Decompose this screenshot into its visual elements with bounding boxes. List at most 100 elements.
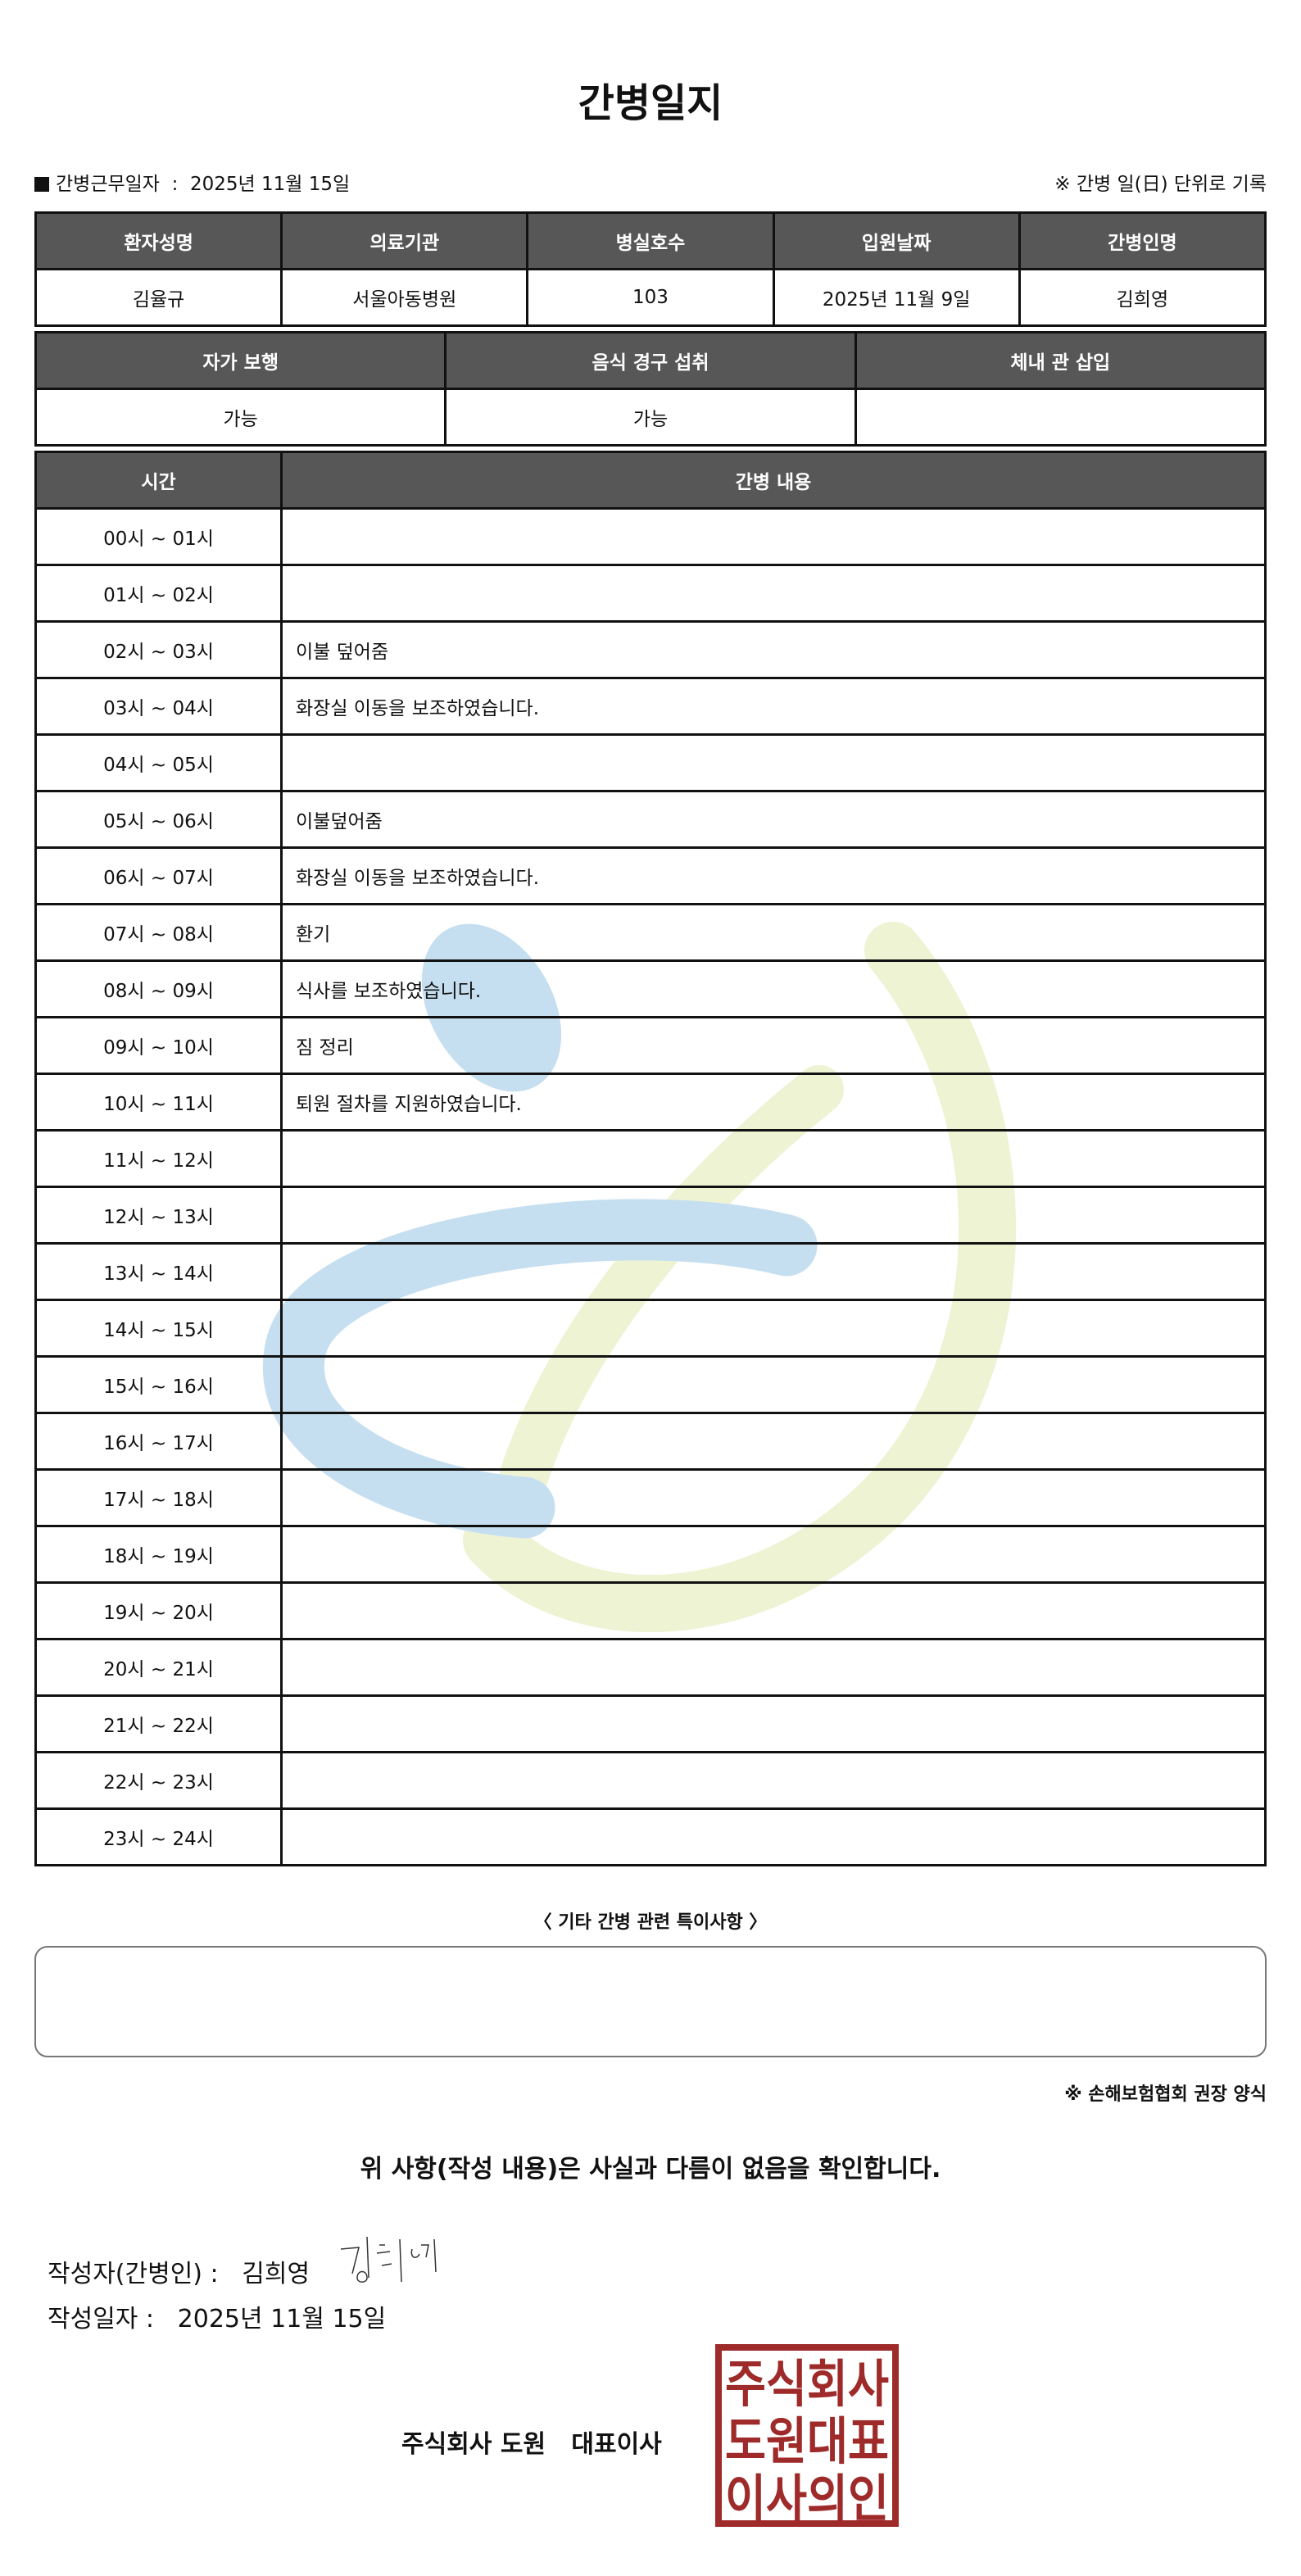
content-cell[interactable]: 환기: [280, 903, 1267, 962]
time-cell: 12시 ~ 13시: [34, 1186, 283, 1245]
time-cell: 22시 ~ 23시: [34, 1751, 283, 1810]
confirm-statement: 위 사항(작성 내용)은 사실과 다름이 없음을 확인합니다.: [360, 2155, 941, 2184]
table-row: 11시 ~ 12시: [34, 1129, 1267, 1188]
content-cell[interactable]: [280, 1186, 1267, 1245]
time-cell: 08시 ~ 09시: [34, 959, 283, 1018]
time-cell: 07시 ~ 08시: [34, 903, 283, 962]
time-cell: 15시 ~ 16시: [34, 1355, 283, 1414]
content-cell[interactable]: [280, 1807, 1267, 1866]
table-row: 12시 ~ 13시: [34, 1186, 1267, 1245]
table-row: 17시 ~ 18시: [34, 1468, 1267, 1527]
author-name: 김희영: [242, 2260, 311, 2288]
content-cell[interactable]: 이불덮어줌: [280, 790, 1267, 849]
table-row: 00시 ~ 01시: [34, 507, 1267, 566]
date-label: 작성일자 :: [48, 2305, 155, 2333]
column-header: 병실호수: [526, 211, 775, 270]
cell-value: 김율규: [34, 268, 283, 327]
content-cell[interactable]: [280, 1299, 1267, 1358]
table-row: 06시 ~ 07시 화장실 이동을 보조하였습니다.: [34, 846, 1267, 905]
time-cell: 00시 ~ 01시: [34, 507, 283, 566]
content-cell[interactable]: 화장실 이동을 보조하였습니다.: [280, 677, 1267, 736]
time-cell: 13시 ~ 14시: [34, 1242, 283, 1301]
cell-value: [854, 388, 1267, 447]
header-content: 간병 내용: [280, 451, 1267, 510]
cell-value: 서울아동병원: [280, 268, 529, 327]
cell-value: 2025년 11월 9일: [772, 268, 1021, 327]
table-row: 18시 ~ 19시: [34, 1525, 1267, 1584]
special-notes-box[interactable]: [34, 1946, 1267, 2057]
content-cell[interactable]: [280, 1355, 1267, 1414]
seal-text: 주식회사: [725, 2354, 889, 2414]
time-cell: 21시 ~ 22시: [34, 1694, 283, 1753]
content-cell[interactable]: [280, 1242, 1267, 1301]
column-header: 체내 관 삽입: [854, 331, 1267, 390]
table-row: 16시 ~ 17시: [34, 1412, 1267, 1471]
time-cell: 14시 ~ 15시: [34, 1299, 283, 1358]
signature: [340, 2236, 437, 2283]
content-cell[interactable]: [280, 733, 1267, 792]
cell-value: 103: [526, 268, 775, 327]
content-cell[interactable]: [280, 1694, 1267, 1753]
author-line: 작성자(간병인) : 김희영: [48, 2233, 474, 2290]
content-cell[interactable]: [280, 1412, 1267, 1471]
content-cell[interactable]: [280, 1638, 1267, 1697]
content-cell[interactable]: 이불 덮어줌: [280, 620, 1267, 679]
time-cell: 03시 ~ 04시: [34, 677, 283, 736]
content-cell[interactable]: [280, 1751, 1267, 1810]
column-header: 음식 경구 섭취: [444, 331, 857, 390]
table-row: 05시 ~ 06시 이불덮어줌: [34, 790, 1267, 849]
time-cell: 01시 ~ 02시: [34, 564, 283, 623]
table-row: 09시 ~ 10시 짐 정리: [34, 1016, 1267, 1075]
column-header: 입원날짜: [772, 211, 1021, 270]
time-cell: 19시 ~ 20시: [34, 1581, 283, 1640]
table-row: 04시 ~ 05시: [34, 733, 1267, 792]
content-cell[interactable]: 화장실 이동을 보조하였습니다.: [280, 846, 1267, 905]
content-cell[interactable]: 퇴원 절차를 지원하였습니다.: [280, 1073, 1267, 1132]
content-cell[interactable]: 식사를 보조하였습니다.: [280, 959, 1267, 1018]
time-cell: 09시 ~ 10시: [34, 1016, 283, 1075]
cell-value: 가능: [444, 388, 857, 447]
column-header: 환자성명: [34, 211, 283, 270]
time-cell: 20시 ~ 21시: [34, 1638, 283, 1697]
content-cell[interactable]: 짐 정리: [280, 1016, 1267, 1075]
patient-table: 환자성명 의료기관 병실호수 입원날짜 간병인명 김율규 서울아동병원 103 2025년 11…: [34, 211, 1267, 327]
written-date: 작성일자 : 2025년 11월 15일: [48, 2298, 386, 2334]
column-header: 자가 보행: [34, 331, 447, 390]
table-row: 07시 ~ 08시 환기: [34, 903, 1267, 962]
table-row: 01시 ~ 02시: [34, 564, 1267, 623]
recommend-note: ※ 손해보험협회 권장 양식: [1064, 2084, 1267, 2105]
content-cell[interactable]: [280, 1129, 1267, 1188]
time-cell: 11시 ~ 12시: [34, 1129, 283, 1188]
cell-value: 가능: [34, 388, 447, 447]
company-representative: 주식회사 도원 대표이사: [401, 2430, 662, 2459]
date-value: 2025년 11월 15일: [177, 2305, 387, 2333]
table-row: 08시 ~ 09시 식사를 보조하였습니다.: [34, 959, 1267, 1018]
content-cell[interactable]: [280, 1468, 1267, 1527]
work-date-label: 간병근무일자: [56, 174, 160, 195]
work-date: 간병근무일자 : 2025년 11월 15일: [34, 168, 350, 196]
content-cell[interactable]: [280, 1581, 1267, 1640]
table-row: 10시 ~ 11시 퇴원 절차를 지원하였습니다.: [34, 1073, 1267, 1132]
content-cell[interactable]: [280, 507, 1267, 566]
time-cell: 17시 ~ 18시: [34, 1468, 283, 1527]
content-cell[interactable]: [280, 1525, 1267, 1584]
time-cell: 18시 ~ 19시: [34, 1525, 283, 1584]
time-cell: 10시 ~ 11시: [34, 1073, 283, 1132]
column-header: 간병인명: [1018, 211, 1267, 270]
special-notes-title: 〈 기타 간병 관련 특이사항 〉: [533, 1912, 768, 1933]
status-table: 자가 보행 음식 경구 섭취 체내 관 삽입 가능 가능: [34, 331, 1267, 447]
table-row: 14시 ~ 15시: [34, 1299, 1267, 1358]
time-cell: 02시 ~ 03시: [34, 620, 283, 679]
page-title: 간병일지: [578, 80, 723, 126]
table-row: 02시 ~ 03시 이불 덮어줌: [34, 620, 1267, 679]
table-row: 23시 ~ 24시: [34, 1807, 1267, 1866]
content-cell[interactable]: [280, 564, 1267, 623]
author-label: 작성자(간병인) :: [48, 2260, 219, 2288]
time-cell: 05시 ~ 06시: [34, 790, 283, 849]
colon: :: [159, 174, 190, 195]
work-date-value: 2025년 11월 15일: [189, 174, 351, 195]
cell-value: 김희영: [1018, 268, 1267, 327]
care-log-table: 시간 간병 내용 00시 ~ 01시 01시 ~ 02시 02시 ~ 03시 이불 덮어…: [34, 451, 1267, 1866]
table-row: 19시 ~ 20시: [34, 1581, 1267, 1640]
